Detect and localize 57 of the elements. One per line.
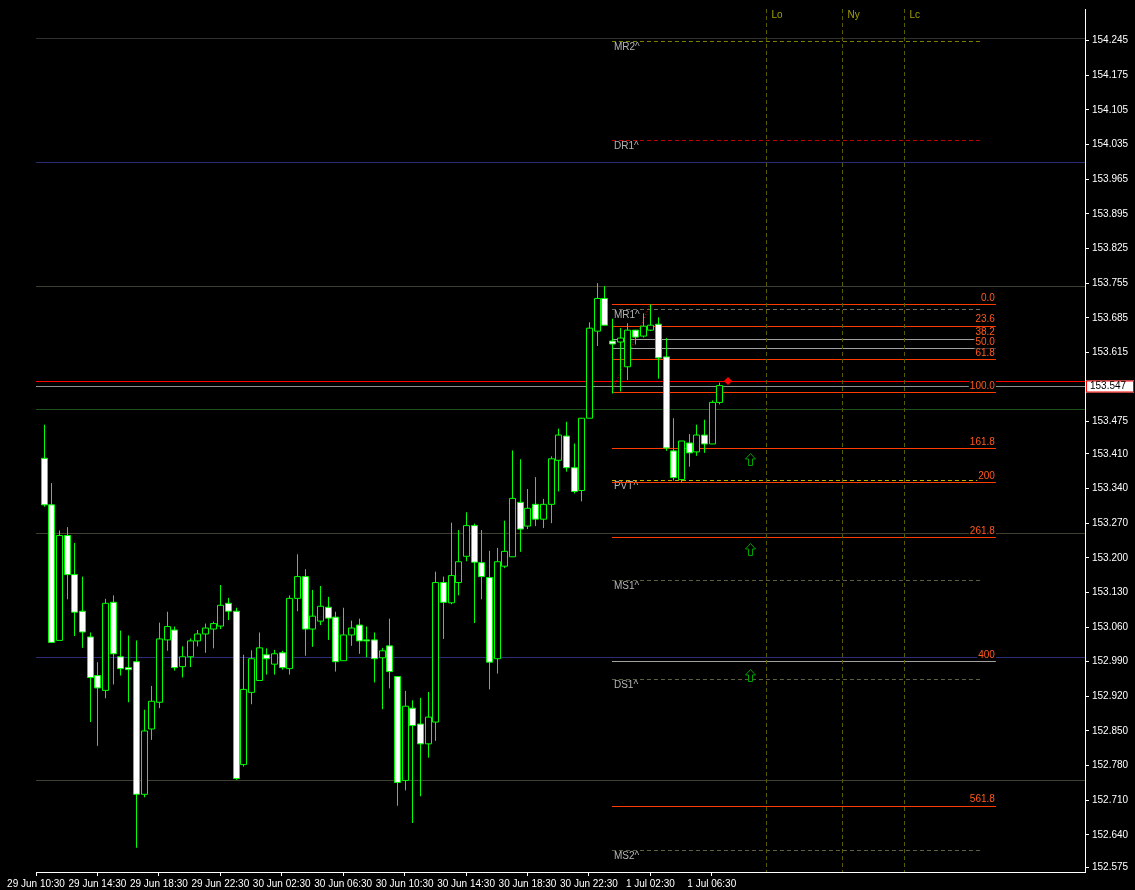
x-tick-label: 30 Jun 18:30 xyxy=(498,877,557,889)
y-tick-label: 153.685 xyxy=(1092,311,1129,323)
y-tick-label: 152.575 xyxy=(1092,860,1129,872)
y-tick-label: 153.965 xyxy=(1092,172,1129,184)
y-tick-label: 153.895 xyxy=(1092,207,1129,219)
annotation: 200 xyxy=(978,469,996,481)
x-tick-label: 1 Jul 06:30 xyxy=(687,877,737,889)
y-tick-label: 153.130 xyxy=(1092,586,1129,598)
y-tick-label: 154.035 xyxy=(1092,138,1129,150)
ref-line-label: MS1^ xyxy=(613,580,640,592)
y-tick-label: 152.920 xyxy=(1092,690,1129,702)
annotation: 161.8 xyxy=(969,436,996,448)
ref-line-label: MR2^ xyxy=(613,41,641,53)
annotation: 23.6 xyxy=(975,313,996,325)
x-tick-label: 30 Jun 10:30 xyxy=(375,877,434,889)
x-tick-label: 1 Jul 02:30 xyxy=(625,877,676,889)
y-tick-label: 153.755 xyxy=(1092,276,1129,288)
y-tick-label: 154.105 xyxy=(1092,103,1129,115)
y-tick-label: 153.615 xyxy=(1092,346,1129,358)
x-tick-label: 30 Jun 14:30 xyxy=(437,877,496,889)
y-tick-label: 153.825 xyxy=(1092,242,1129,254)
annotation: 50.0 xyxy=(975,336,996,348)
x-tick-label: 29 Jun 18:30 xyxy=(129,877,189,889)
x-tick-label: 30 Jun 06:30 xyxy=(314,877,373,889)
x-tick-label: 29 Jun 10:30 xyxy=(7,877,66,889)
y-tick-label: 153.340 xyxy=(1092,482,1129,494)
annotation: 100.0 xyxy=(969,379,996,391)
x-tick-label: 30 Jun 02:30 xyxy=(252,877,312,889)
ref-line-label: Lc xyxy=(909,8,921,20)
y-tick-label: 153.200 xyxy=(1092,551,1129,563)
annotation: 261.8 xyxy=(969,525,996,537)
ref-line-label: DS1^ xyxy=(613,679,639,691)
y-tick-label: 153.060 xyxy=(1092,620,1129,632)
ref-line-label: MS2^ xyxy=(613,850,640,862)
y-tick-label: 154.175 xyxy=(1092,69,1129,81)
y-tick-label: 152.780 xyxy=(1092,759,1129,771)
annotation: 0.0 xyxy=(980,291,996,303)
y-tick-label: 154.245 xyxy=(1092,34,1129,46)
y-tick-label: 152.640 xyxy=(1092,828,1129,840)
y-tick-label: 153.270 xyxy=(1092,516,1129,528)
ref-line-label: Lo xyxy=(771,8,784,20)
annotation: 561.8 xyxy=(969,793,996,805)
annotation: 400 xyxy=(978,648,996,660)
x-tick-label: 29 Jun 22:30 xyxy=(191,877,250,889)
ref-line-label: Ny xyxy=(847,8,860,20)
annotation: 38.2 xyxy=(975,326,996,338)
ref-line-label: DR1^ xyxy=(613,140,639,152)
annotation: 61.8 xyxy=(975,347,996,359)
ref-line-label: MR1^ xyxy=(613,309,641,321)
y-tick-label: 153.475 xyxy=(1092,415,1129,427)
y-tick-label: 153.410 xyxy=(1092,447,1129,459)
y-tick-label: 152.850 xyxy=(1092,724,1129,736)
ref-line-label: 153.547 xyxy=(1090,380,1127,392)
x-tick-label: 29 Jun 14:30 xyxy=(68,877,127,889)
y-tick-label: 152.710 xyxy=(1092,794,1129,805)
y-tick-label: 152.990 xyxy=(1092,655,1129,667)
x-tick-label: 30 Jun 22:30 xyxy=(560,877,619,889)
